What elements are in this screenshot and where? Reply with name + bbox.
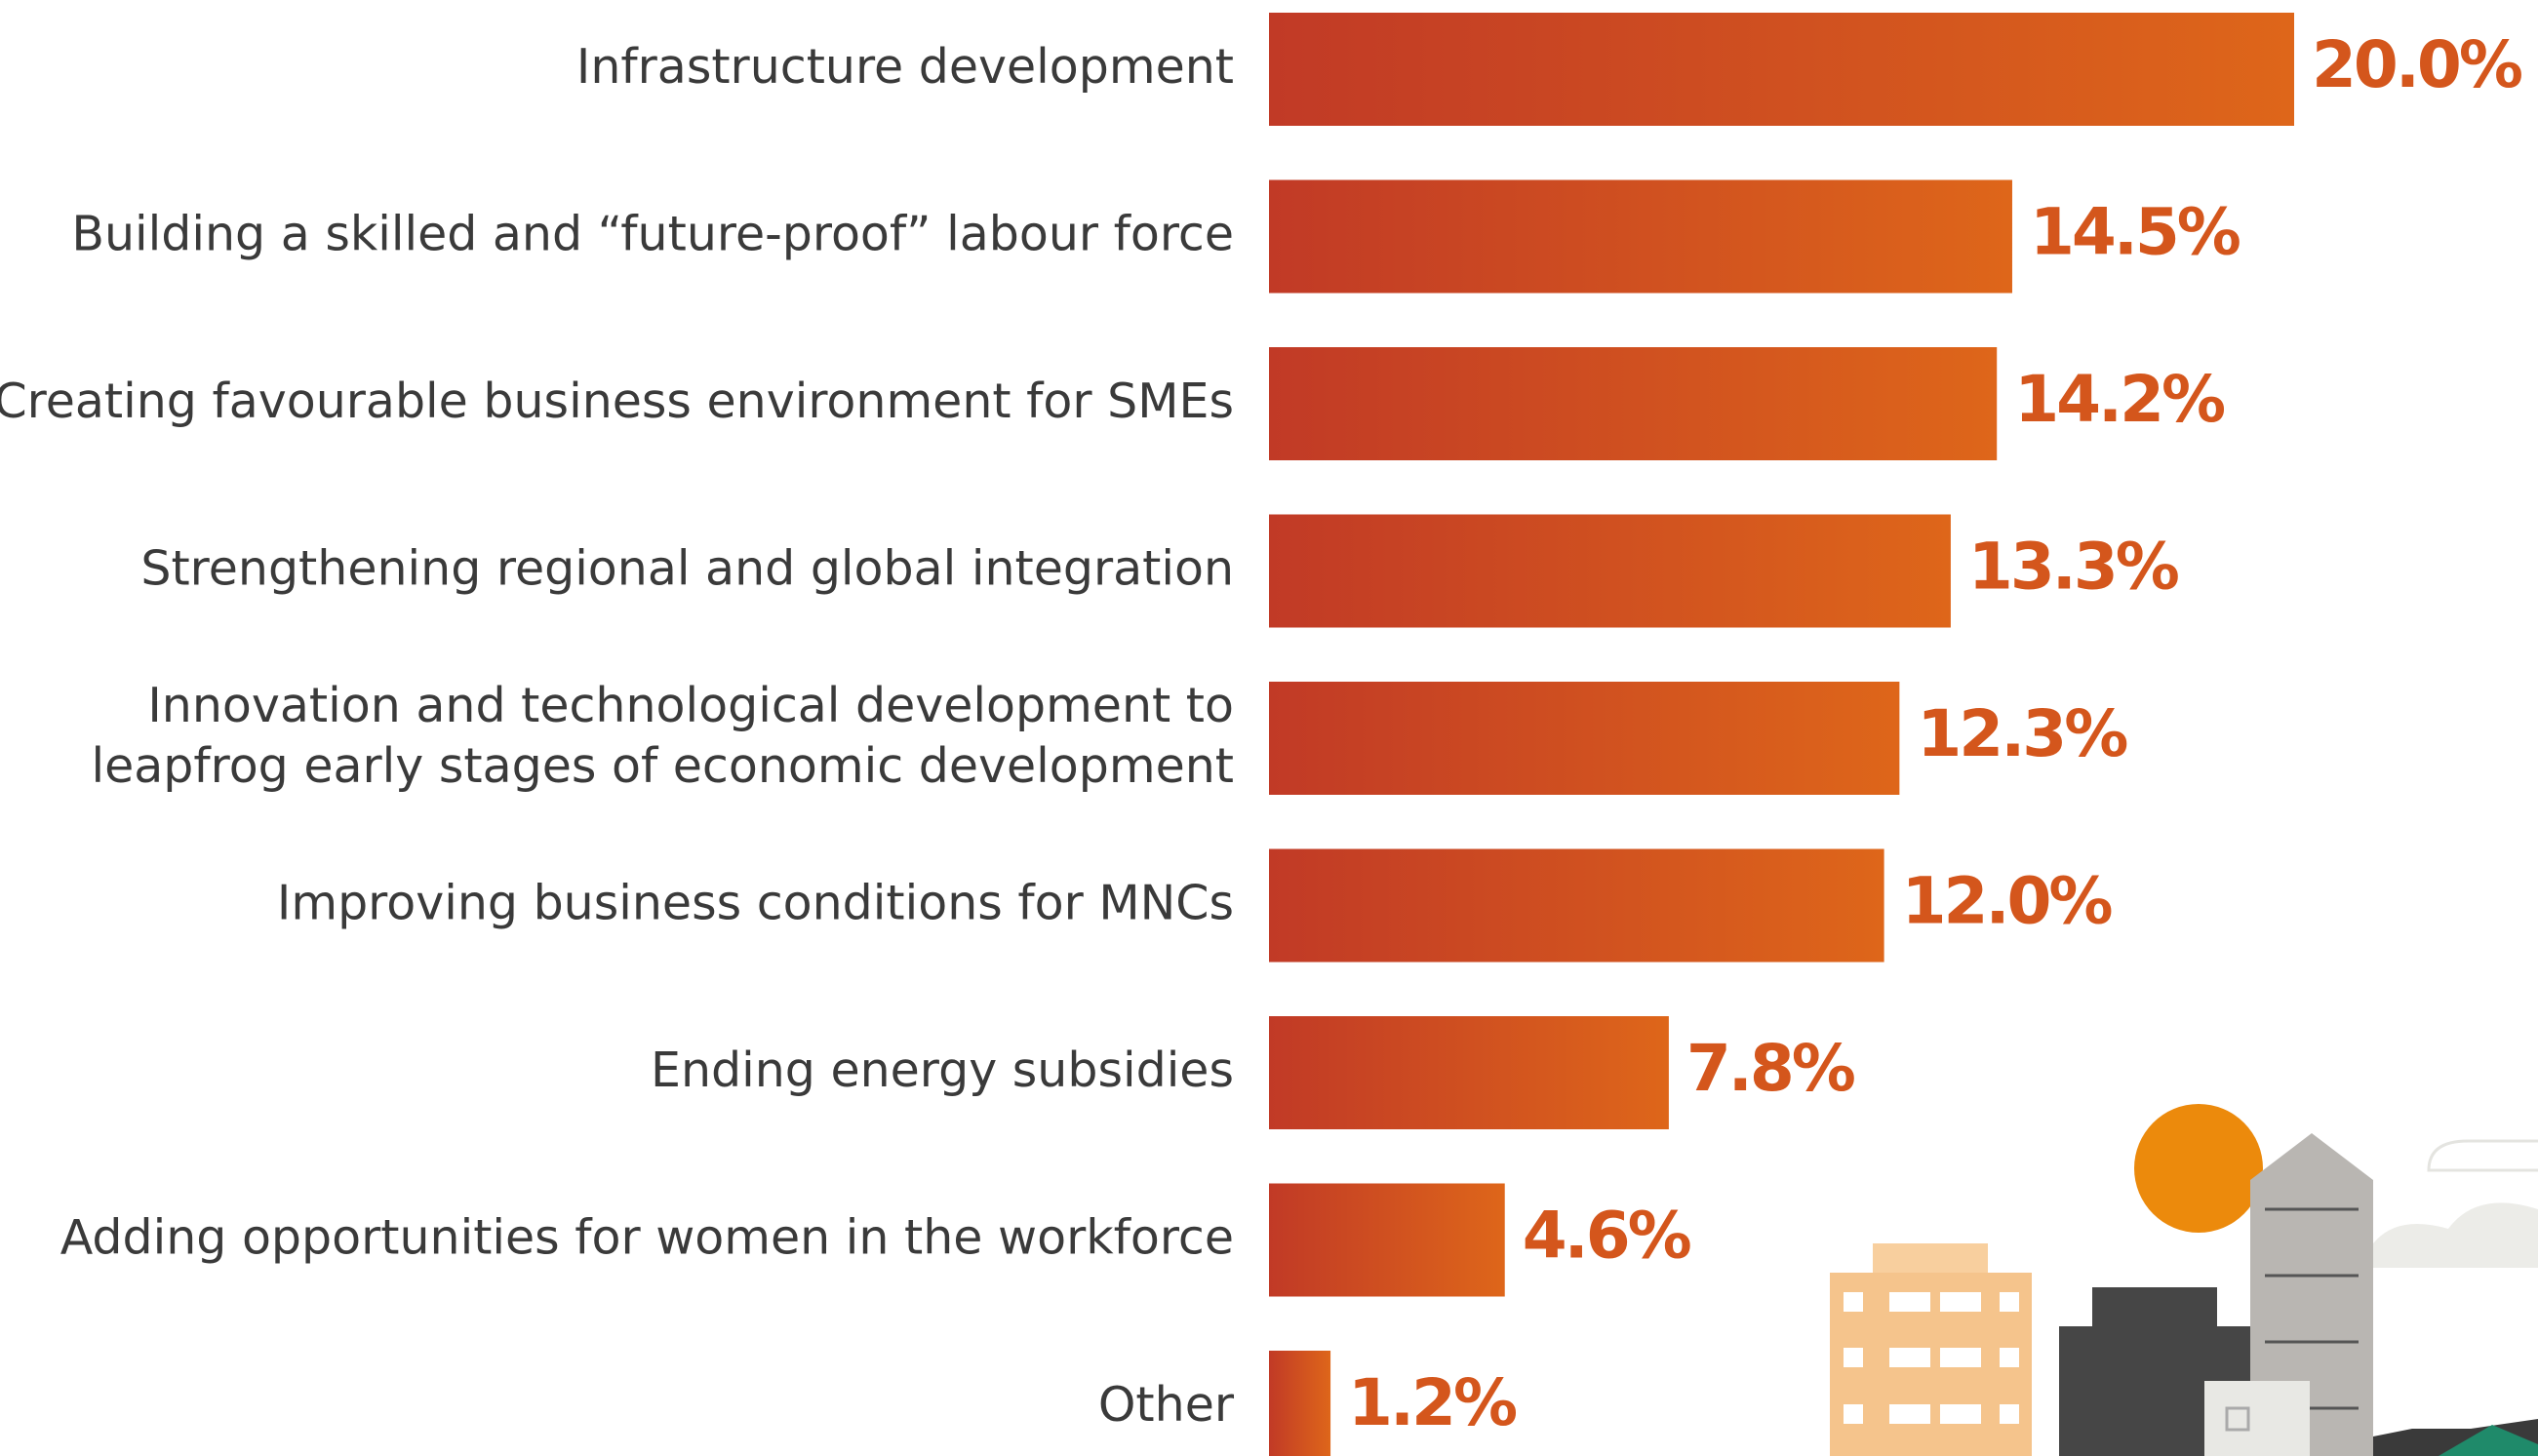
bar xyxy=(1269,347,1998,460)
category-label: Infrastructure development xyxy=(576,39,1234,95)
value-label: 12.3% xyxy=(1917,696,2127,771)
bar xyxy=(1269,1351,1331,1456)
decoration xyxy=(1830,1104,2538,1456)
value-label: 13.3% xyxy=(1968,530,2179,605)
bar xyxy=(1269,1183,1505,1297)
bar xyxy=(1269,682,1900,795)
category-label: Creating favourable business environment… xyxy=(0,374,1234,429)
bar xyxy=(1269,13,2294,126)
category-label: Ending energy subsidies xyxy=(651,1043,1234,1098)
value-label: 7.8% xyxy=(1686,1031,1855,1106)
bar xyxy=(1269,848,1884,963)
value-label: 12.0% xyxy=(1902,864,2113,939)
bar xyxy=(1269,1016,1669,1129)
value-label: 14.2% xyxy=(2014,362,2225,437)
value-label: 4.6% xyxy=(1523,1199,1691,1274)
category-label: Strengthening regional and global integr… xyxy=(140,540,1234,596)
category-label: Adding opportunities for women in the wo… xyxy=(60,1209,1234,1265)
category-label: Building a skilled and “future-proof” la… xyxy=(71,206,1234,261)
value-label: 14.5% xyxy=(2030,195,2241,270)
value-label: 1.2% xyxy=(1348,1365,1517,1440)
category-label: Other xyxy=(1098,1377,1235,1433)
category-label: Innovation and technological development… xyxy=(91,678,1234,794)
category-label: Improving business conditions for MNCs xyxy=(277,875,1234,930)
bar xyxy=(1269,179,2012,294)
value-label: 20.0% xyxy=(2312,27,2522,102)
bar xyxy=(1269,514,1951,628)
